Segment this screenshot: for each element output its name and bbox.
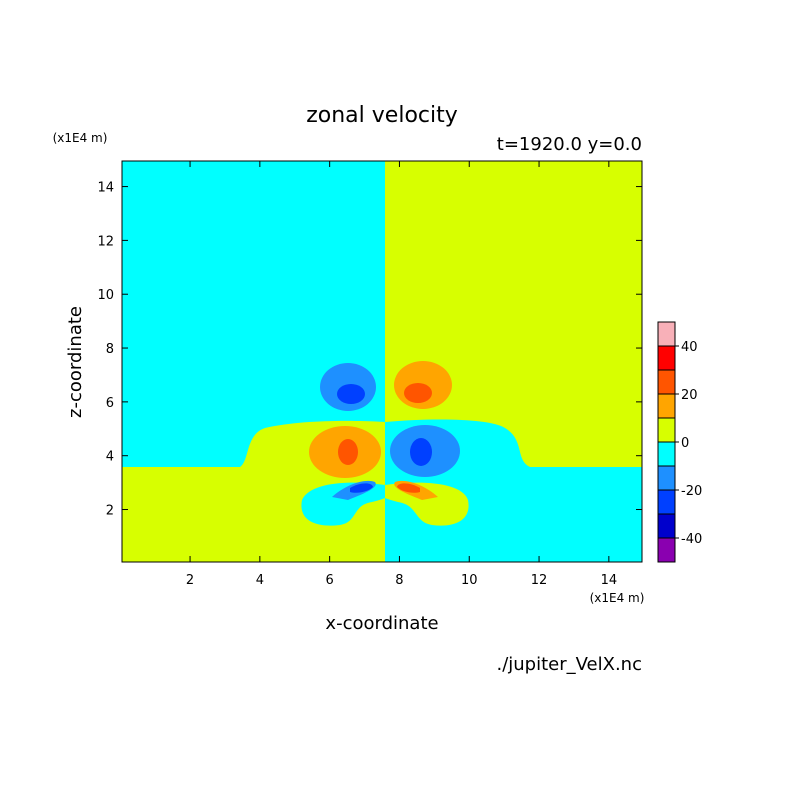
colorbar-tick-label: -40 <box>681 532 702 547</box>
contour-region <box>337 384 365 404</box>
x-tick-label: 8 <box>395 573 403 588</box>
colorbar-box <box>657 513 676 539</box>
colorbar-box <box>657 489 676 515</box>
contour-region <box>338 439 358 465</box>
plot-frame <box>121 160 643 563</box>
contour-region <box>350 483 373 493</box>
y-tick-label: 14 <box>97 181 114 196</box>
x-tick-label: 12 <box>531 573 548 588</box>
y-tick-label: 8 <box>106 342 114 357</box>
colorbar-tick-label: 0 <box>681 436 689 451</box>
colorbar-tick-label: 40 <box>681 340 698 355</box>
y-tick-label: 2 <box>106 504 114 519</box>
x-tick-label: 14 <box>601 573 618 588</box>
contour-region <box>385 161 642 467</box>
source-label: ./jupiter_VelX.nc <box>496 654 642 675</box>
colorbar-box <box>657 417 676 443</box>
y-axis-label: z-coordinate <box>65 306 86 418</box>
chart-title: zonal velocity <box>306 103 458 128</box>
y-tick-label: 4 <box>106 450 114 465</box>
chart-subtitle: t=1920.0 y=0.0 <box>497 134 642 155</box>
colorbar-box <box>657 393 676 419</box>
colorbar-box <box>657 537 676 563</box>
x-unit: (x1E4 m) <box>590 591 645 605</box>
colorbar-box <box>657 441 676 467</box>
x-tick-label: 6 <box>326 573 334 588</box>
x-tick-label: 2 <box>186 573 194 588</box>
colorbar-box <box>657 369 676 395</box>
colorbar-box <box>657 345 676 371</box>
contour-region <box>404 383 432 403</box>
contour-region <box>385 482 469 526</box>
x-tick-label: 10 <box>461 573 478 588</box>
contour-region <box>397 483 420 493</box>
contour-region <box>301 482 385 526</box>
y-tick-label: 6 <box>106 396 114 411</box>
colorbar-tick-label: -20 <box>681 484 702 499</box>
contour-region <box>122 161 385 467</box>
x-axis-label: x-coordinate <box>325 613 438 634</box>
x-tick-label: 4 <box>256 573 264 588</box>
contour-field <box>122 161 642 562</box>
colorbar-box <box>657 321 676 347</box>
y-tick-label: 10 <box>97 288 114 303</box>
y-tick-label: 12 <box>97 234 114 249</box>
colorbar-box <box>657 465 676 491</box>
colorbar-tick-label: 20 <box>681 388 698 403</box>
y-unit: (x1E4 m) <box>53 131 108 145</box>
contour-region <box>410 438 432 466</box>
